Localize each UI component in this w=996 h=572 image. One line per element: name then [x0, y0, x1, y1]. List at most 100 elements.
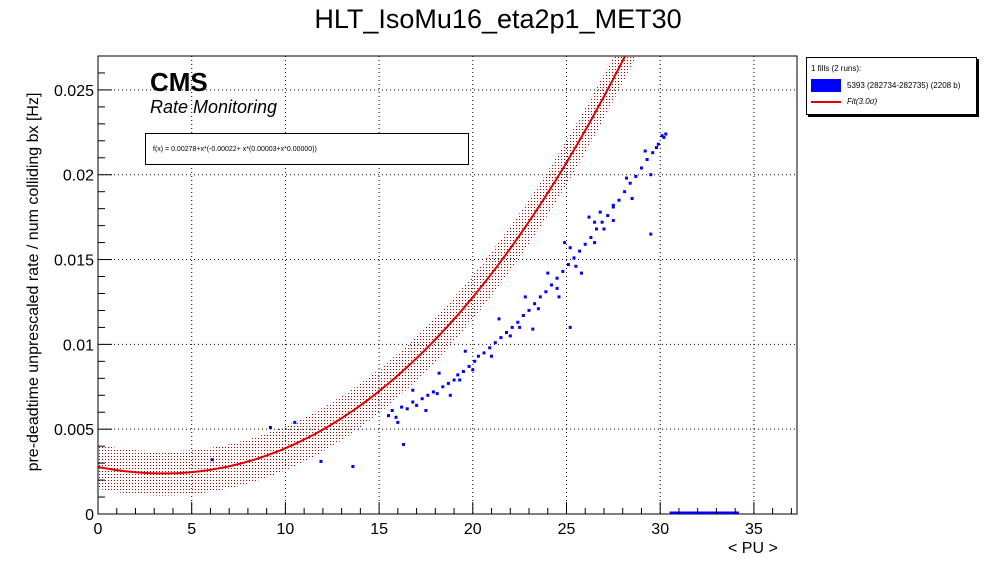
data-point — [531, 327, 535, 331]
data-point — [405, 407, 409, 411]
data-point — [523, 295, 527, 299]
data-point — [394, 415, 398, 419]
data-point — [649, 173, 653, 177]
data-point — [527, 308, 531, 312]
data-point — [649, 232, 653, 236]
fit-formula: f(x) = 0.00278+x*(-0.00022+ x*(0.00003+x… — [153, 146, 317, 153]
data-point — [561, 269, 565, 273]
legend: 1 fills (2 runs): 5393 (282734-282735) (… — [806, 57, 977, 115]
data-point — [508, 334, 512, 338]
data-point — [518, 325, 522, 329]
data-point — [563, 241, 567, 245]
data-point — [623, 190, 627, 194]
data-point — [351, 465, 355, 468]
y-tick-label: 0.01 — [63, 337, 94, 354]
data-point — [656, 142, 660, 146]
data-point — [611, 203, 615, 207]
data-point — [568, 246, 572, 250]
fit-curve — [98, 56, 627, 475]
data-point — [580, 271, 583, 275]
data-point — [640, 166, 643, 170]
data-point — [400, 405, 404, 409]
data-point — [268, 426, 272, 429]
data-point — [555, 276, 559, 280]
y-tick-label: 0.02 — [63, 168, 94, 185]
data-point — [463, 349, 467, 353]
x-tick-label: 25 — [558, 521, 576, 538]
data-point — [387, 414, 390, 418]
data-point — [467, 364, 471, 368]
data-point — [655, 146, 658, 150]
data-point — [546, 271, 550, 275]
data-point — [411, 388, 415, 392]
data-point — [572, 256, 576, 260]
y-tick-label: 0.005 — [54, 422, 94, 439]
legend-header: 1 fills (2 runs): — [811, 64, 862, 73]
data-point — [566, 263, 570, 267]
data-point — [473, 359, 477, 363]
cms-label: CMS — [150, 67, 208, 97]
data-point — [319, 459, 323, 463]
data-point — [617, 198, 621, 202]
data-point — [544, 290, 548, 294]
data-point — [578, 249, 582, 253]
data-point — [598, 210, 602, 214]
legend-label-fit: Fit(3.0σ) — [847, 97, 878, 106]
axes: 0 5 10 15 20 25 30 35 0 0.005 0.01 0.015 0.02 0.025 — [54, 55, 792, 538]
data-point — [476, 354, 480, 358]
rate-monitoring-label: Rate Monitoring — [150, 97, 278, 117]
data-point — [645, 158, 649, 161]
data-point — [210, 458, 214, 462]
data-point — [510, 325, 514, 329]
data-point — [471, 368, 475, 372]
data-point — [396, 420, 400, 424]
data-point — [595, 227, 598, 231]
data-point — [583, 242, 587, 246]
legend-swatch-fit — [811, 100, 841, 103]
data-point — [435, 392, 439, 396]
data-point — [664, 132, 668, 136]
data-point — [390, 409, 394, 412]
data-point — [415, 403, 419, 407]
data-point — [490, 354, 493, 358]
legend-entry-data: 5393 (282734-282735) (2208 b) — [811, 79, 960, 92]
fit-formula-box: f(x) = 0.00278+x*(-0.00022+ x*(0.00003+x… — [145, 133, 469, 165]
data-point — [426, 393, 430, 397]
data-point — [424, 409, 428, 412]
data-point — [293, 420, 297, 424]
data-point — [593, 220, 597, 224]
chart-title: HLT_IsoMu16_eta2p1_MET30 — [314, 4, 682, 34]
fit-band — [98, 56, 637, 496]
data-point — [516, 320, 520, 324]
x-tick-label: 20 — [464, 521, 482, 538]
y-axis-label: pre-deadtime unprescaled rate / num coll… — [25, 92, 42, 472]
data-point — [497, 317, 501, 321]
data-point — [660, 134, 664, 138]
x-tick-label: 0 — [94, 521, 103, 538]
data-point — [411, 400, 415, 404]
legend-swatch-data — [811, 79, 841, 92]
data-point — [550, 283, 553, 287]
data-point — [538, 295, 542, 299]
data-point — [437, 371, 441, 375]
data-point — [587, 215, 591, 219]
data-point — [628, 181, 632, 185]
y-tick-label: 0.025 — [54, 83, 94, 100]
plot-frame — [97, 55, 798, 515]
y-tick-label: 0 — [85, 507, 94, 524]
legend-label-data: 5393 (282734-282735) (2208 b) — [847, 81, 961, 90]
x-tick-label: 10 — [277, 521, 295, 538]
data-point — [593, 241, 597, 245]
data-point — [606, 214, 610, 217]
data-point — [625, 176, 628, 180]
x-tick-label: 15 — [370, 521, 388, 538]
data-point — [402, 443, 405, 446]
fit-uncertainty-band — [98, 56, 637, 496]
data-point — [461, 370, 465, 373]
data-point — [662, 135, 666, 139]
data-point — [651, 151, 655, 155]
data-point — [574, 264, 578, 268]
data-point — [493, 341, 497, 345]
data-point — [482, 351, 486, 355]
